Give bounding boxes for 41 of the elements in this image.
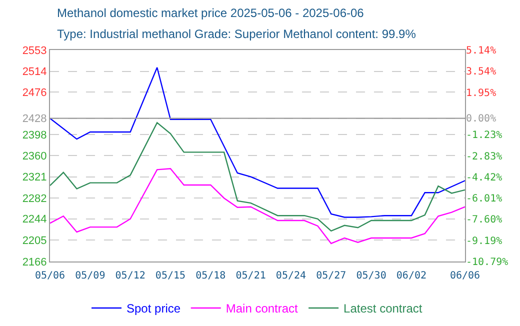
y-tick-label: 2476 <box>22 86 47 99</box>
y2-tick-label: -10.79% <box>466 257 508 268</box>
line-series <box>50 168 465 244</box>
y-tick-label: 2553 <box>22 44 47 57</box>
legend-label: Main contract <box>226 302 299 316</box>
x-tick-label: 05/09 <box>75 270 106 282</box>
y-tick-label: 2514 <box>22 66 47 78</box>
x-tick-label: 06/02 <box>396 270 427 282</box>
x-tick-label: 05/30 <box>356 270 386 282</box>
y-tick-label: 2166 <box>22 256 47 268</box>
y-tick-label: 2398 <box>22 130 47 142</box>
legend-label: Spot price <box>126 302 181 316</box>
y-tick-label: 2282 <box>22 192 47 205</box>
legend-label: Latest contract <box>344 302 423 316</box>
y2-tick-label: -9.19% <box>466 236 502 247</box>
line-series <box>50 122 465 232</box>
x-tick-label: 05/15 <box>155 270 186 282</box>
y2-tick-label: -1.23% <box>466 130 502 142</box>
y-tick-label: 2428 <box>22 113 47 126</box>
y2-tick-label: -2.83% <box>466 151 502 162</box>
x-tick-label: 05/18 <box>196 270 226 282</box>
y-tick-label: 2205 <box>22 235 47 248</box>
x-tick-label: 05/06 <box>34 270 66 282</box>
x-tick-label: 05/12 <box>115 270 146 282</box>
y2-tick-label: -6.01% <box>466 194 502 205</box>
y2-tick-label: 0.00% <box>466 114 496 125</box>
line-series <box>50 66 465 218</box>
x-tick-label: 05/24 <box>276 270 306 282</box>
x-tick-label: 05/27 <box>316 270 346 282</box>
y2-tick-label: -7.60% <box>466 214 502 226</box>
x-tick-label: 05/21 <box>236 270 266 282</box>
chart-subtitle: Type: Industrial methanol Grade: Superior Methanol content: 99.9% <box>57 27 416 41</box>
chart-title: Methanol domestic market price 2025-05-06 - 2025-06-06 <box>57 6 364 20</box>
y2-tick-label: -4.42% <box>466 172 502 184</box>
y-tick-label: 2360 <box>22 150 47 162</box>
y2-tick-label: 5.14% <box>466 46 496 56</box>
y2-tick-label: 3.54% <box>466 66 496 78</box>
y-tick-label: 2244 <box>22 214 47 226</box>
y2-tick-label: 1.95% <box>466 88 496 99</box>
x-tick-label: 06/06 <box>450 270 480 282</box>
y-tick-label: 2321 <box>22 172 47 184</box>
